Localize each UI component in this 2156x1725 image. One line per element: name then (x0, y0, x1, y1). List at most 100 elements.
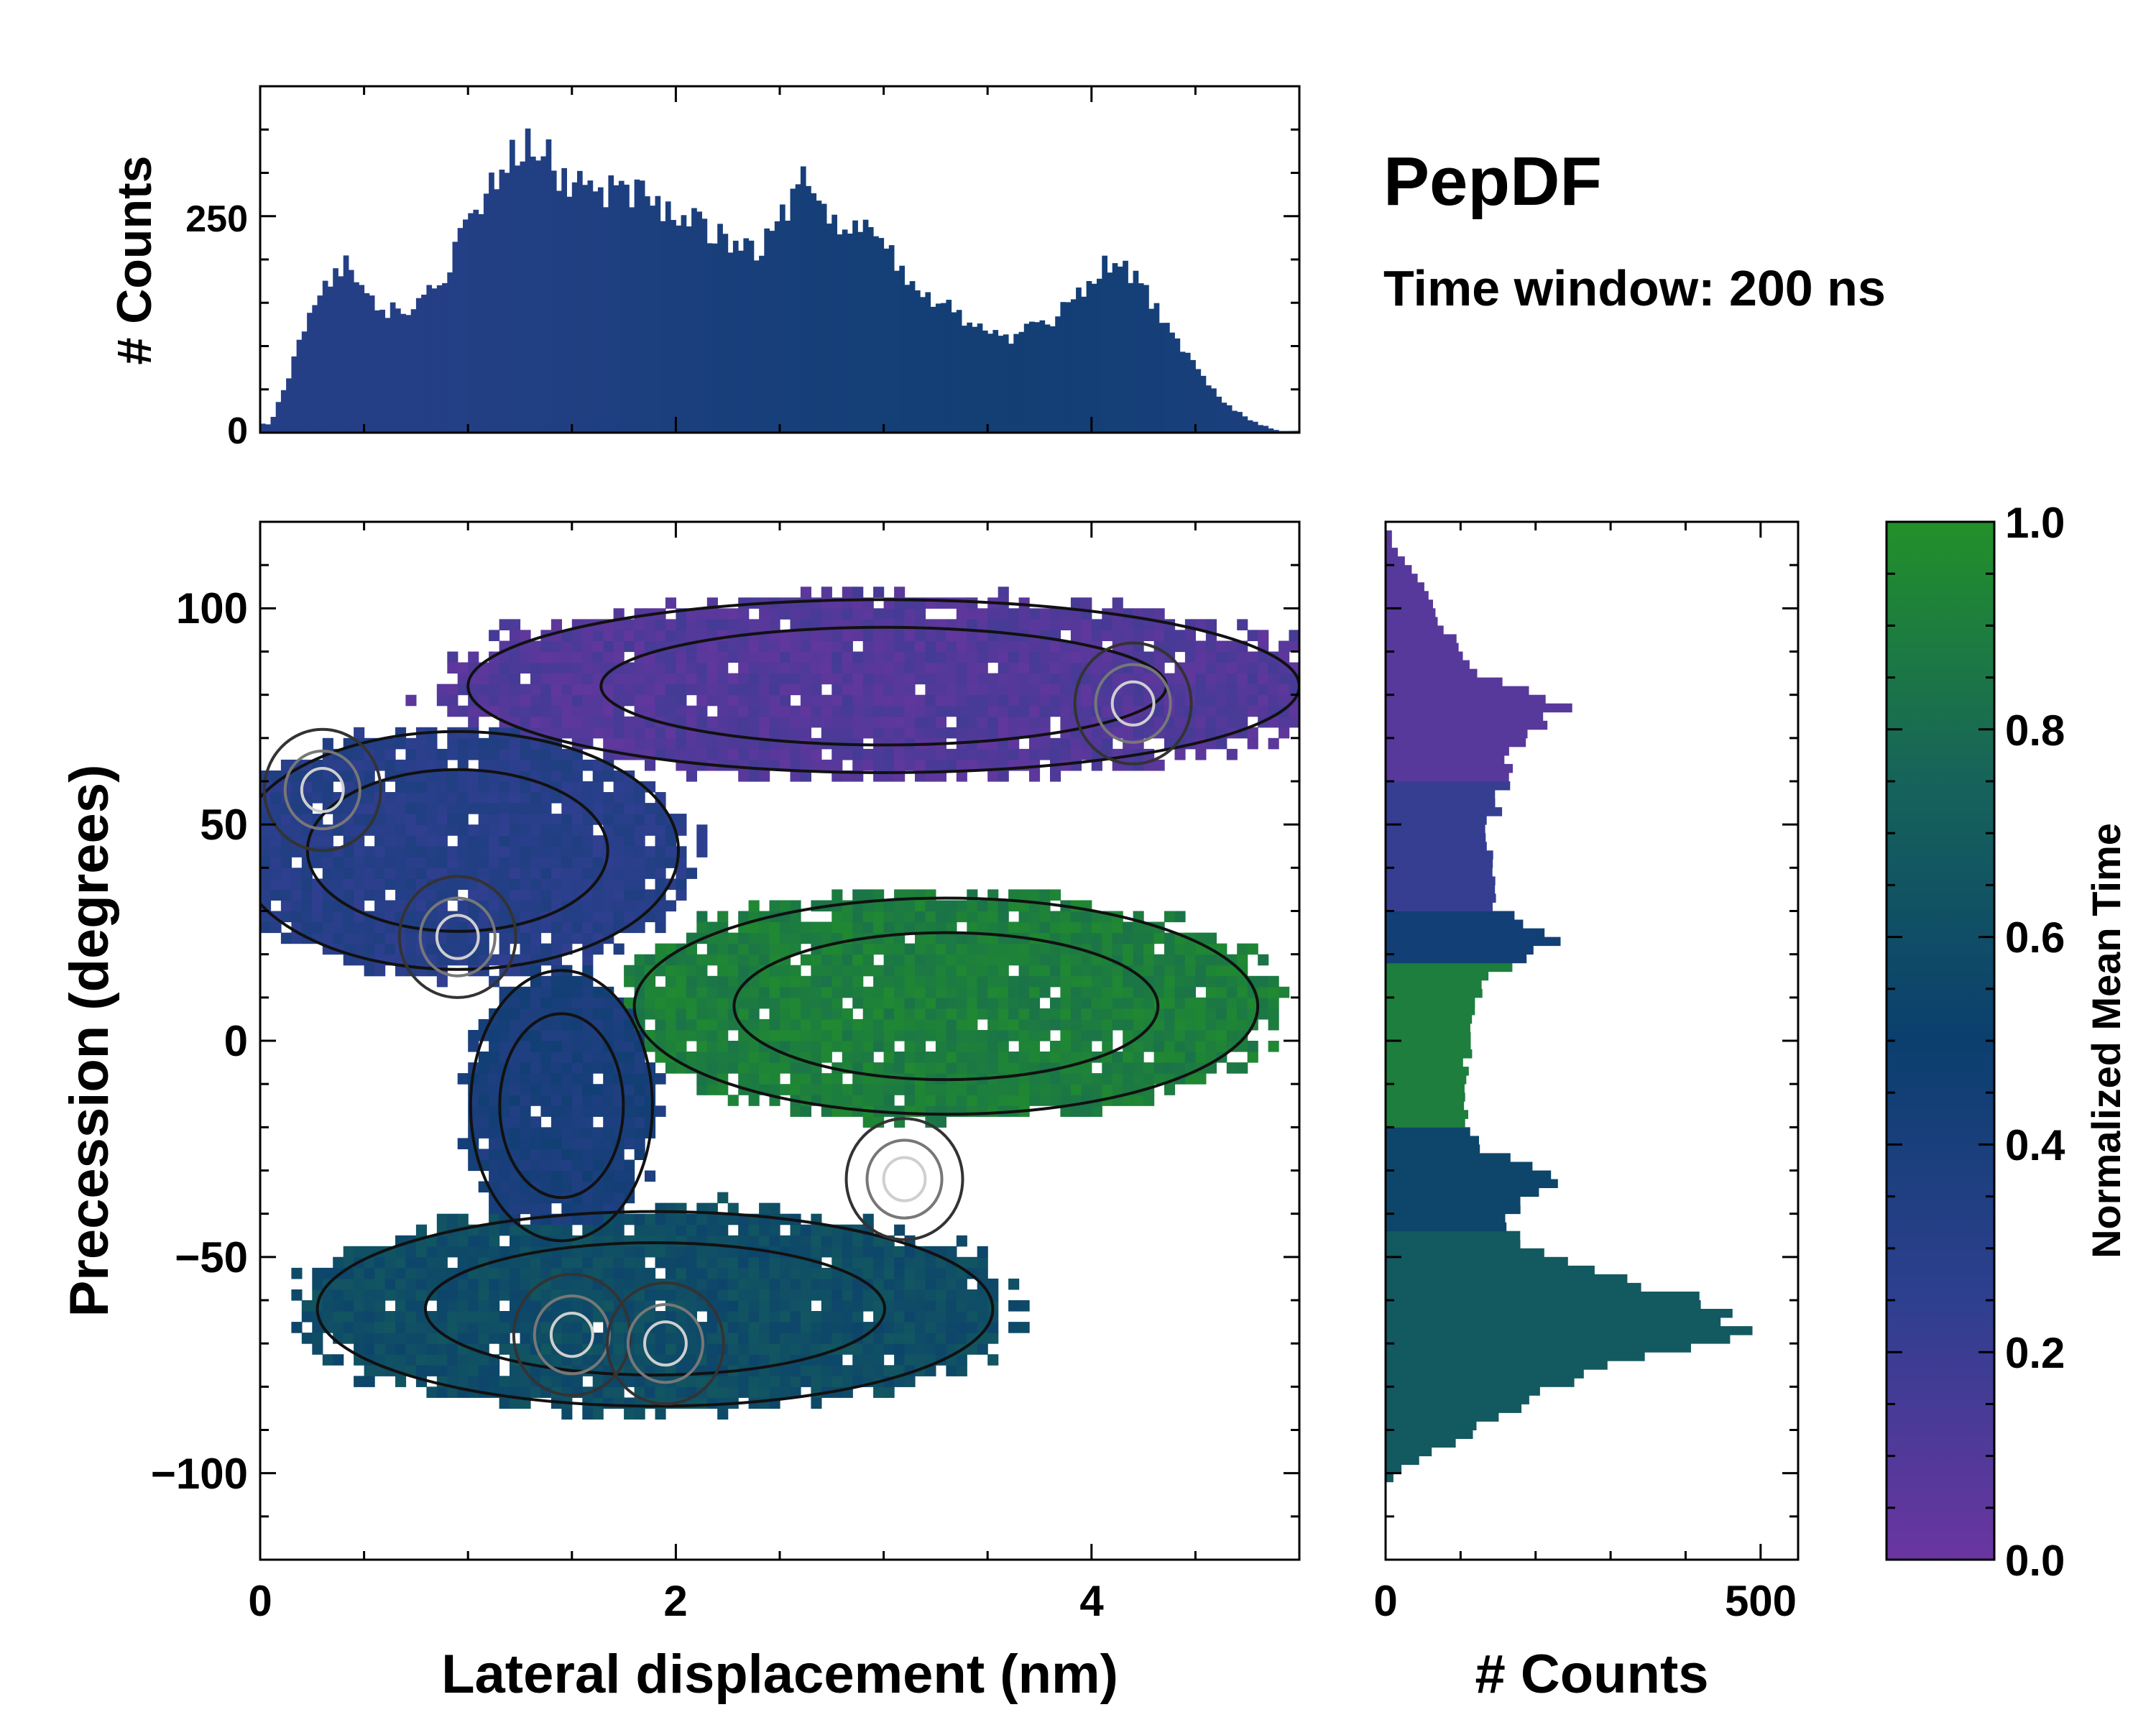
heatmap-cell (374, 1278, 386, 1290)
heatmap-cell (540, 1170, 552, 1182)
heatmap-cell (333, 857, 344, 868)
heatmap-cell (613, 1333, 625, 1344)
heatmap-cell (665, 597, 676, 609)
heatmap-cell (312, 1278, 323, 1290)
heatmap-cell (374, 1267, 386, 1279)
heatmap-cell (457, 846, 469, 857)
heatmap-cell (925, 954, 936, 966)
heatmap-cell (457, 943, 469, 955)
right-histogram-bar (1386, 591, 1429, 600)
heatmap-cell (790, 1008, 801, 1020)
heatmap-cell (343, 921, 354, 934)
heatmap-cell (655, 1365, 666, 1376)
heatmap-cell (530, 997, 542, 1009)
heatmap-cell (457, 835, 469, 847)
heatmap-cell (904, 608, 916, 620)
heatmap-cell (1018, 651, 1030, 663)
heatmap-cell (842, 1018, 853, 1031)
top-histogram-bar (452, 242, 459, 433)
heatmap-cell (759, 1030, 770, 1041)
heatmap-cell (343, 1278, 354, 1290)
heatmap-cell (873, 608, 885, 620)
heatmap-cell (447, 1235, 459, 1247)
heatmap-cell (520, 748, 531, 760)
heatmap-cell (956, 1311, 967, 1322)
heatmap-cell (405, 1333, 417, 1344)
heatmap-cell (415, 759, 427, 771)
heatmap-cell (260, 814, 272, 825)
heatmap-cell (915, 1322, 926, 1333)
heatmap-cell (457, 932, 469, 944)
heatmap-cell (540, 759, 552, 771)
heatmap-cell (1153, 759, 1165, 771)
heatmap-cell (821, 705, 832, 717)
heatmap-cell (1133, 619, 1144, 630)
top-histogram-bar (1174, 338, 1181, 433)
heatmap-cell (374, 868, 386, 879)
heatmap-cell (645, 705, 656, 717)
heatmap-cell (686, 1343, 697, 1355)
heatmap-cell (759, 619, 770, 630)
heatmap-cell (1018, 748, 1030, 760)
heatmap-cell (613, 608, 625, 620)
top-histogram-bar (473, 209, 479, 433)
heatmap-cell (977, 1030, 988, 1041)
heatmap-cell (624, 716, 635, 728)
heatmap-cell (1143, 965, 1155, 977)
heatmap-cell (821, 965, 832, 977)
heatmap-cell (811, 986, 822, 998)
heatmap-cell (717, 1408, 729, 1420)
heatmap-cell (894, 662, 906, 674)
heatmap-cell (790, 1333, 801, 1344)
heatmap-cell (540, 814, 552, 825)
heatmap-cell (821, 1333, 832, 1344)
heatmap-cell (312, 781, 323, 793)
heatmap-cell (354, 1278, 365, 1290)
heatmap-cell (676, 1041, 687, 1052)
heatmap-cell (800, 586, 811, 598)
heatmap-cell (727, 737, 739, 750)
heatmap-cell (592, 1376, 604, 1387)
top-histogram-bar (639, 180, 645, 433)
heatmap-cell (831, 1095, 843, 1106)
heatmap-cell (915, 673, 926, 685)
heatmap-cell (883, 640, 895, 653)
heatmap-cell (811, 1322, 822, 1333)
heatmap-cell (571, 781, 583, 793)
heatmap-cell (904, 662, 916, 674)
contour-line (533, 1294, 611, 1376)
heatmap-cell (624, 737, 635, 750)
heatmap-cell (862, 943, 874, 955)
top-histogram-bar (878, 238, 885, 433)
heatmap-cell (967, 630, 978, 641)
heatmap-cell (665, 1213, 676, 1225)
heatmap-cell (592, 835, 604, 847)
heatmap-cell (706, 1052, 718, 1063)
heatmap-cell (634, 1354, 645, 1366)
heatmap-cell (1008, 1018, 1020, 1031)
heatmap-cell (759, 943, 770, 955)
heatmap-cell (510, 1116, 521, 1128)
heatmap-cell (852, 759, 864, 771)
heatmap-cell (790, 900, 801, 912)
heatmap-cell (571, 716, 583, 728)
heatmap-cell (738, 651, 750, 663)
heatmap-cell (977, 1062, 988, 1074)
heatmap-cell (489, 1030, 500, 1041)
heatmap-cell (301, 1333, 313, 1344)
heatmap-cell (457, 781, 469, 793)
heatmap-cell (592, 889, 604, 901)
heatmap-cell (499, 1192, 510, 1204)
heatmap-cell (582, 1149, 594, 1160)
heatmap-cell (800, 1343, 811, 1355)
heatmap-cell (769, 1008, 780, 1020)
heatmap-cell (468, 1333, 479, 1344)
heatmap-cell (364, 1376, 375, 1387)
heatmap-cell (550, 889, 562, 901)
heatmap-cell (291, 900, 303, 912)
heatmap-cell (592, 1008, 604, 1020)
heatmap-cell (873, 921, 885, 934)
heatmap-cell (374, 857, 386, 868)
heatmap-cell (520, 1149, 531, 1160)
heatmap-cell (395, 878, 407, 890)
